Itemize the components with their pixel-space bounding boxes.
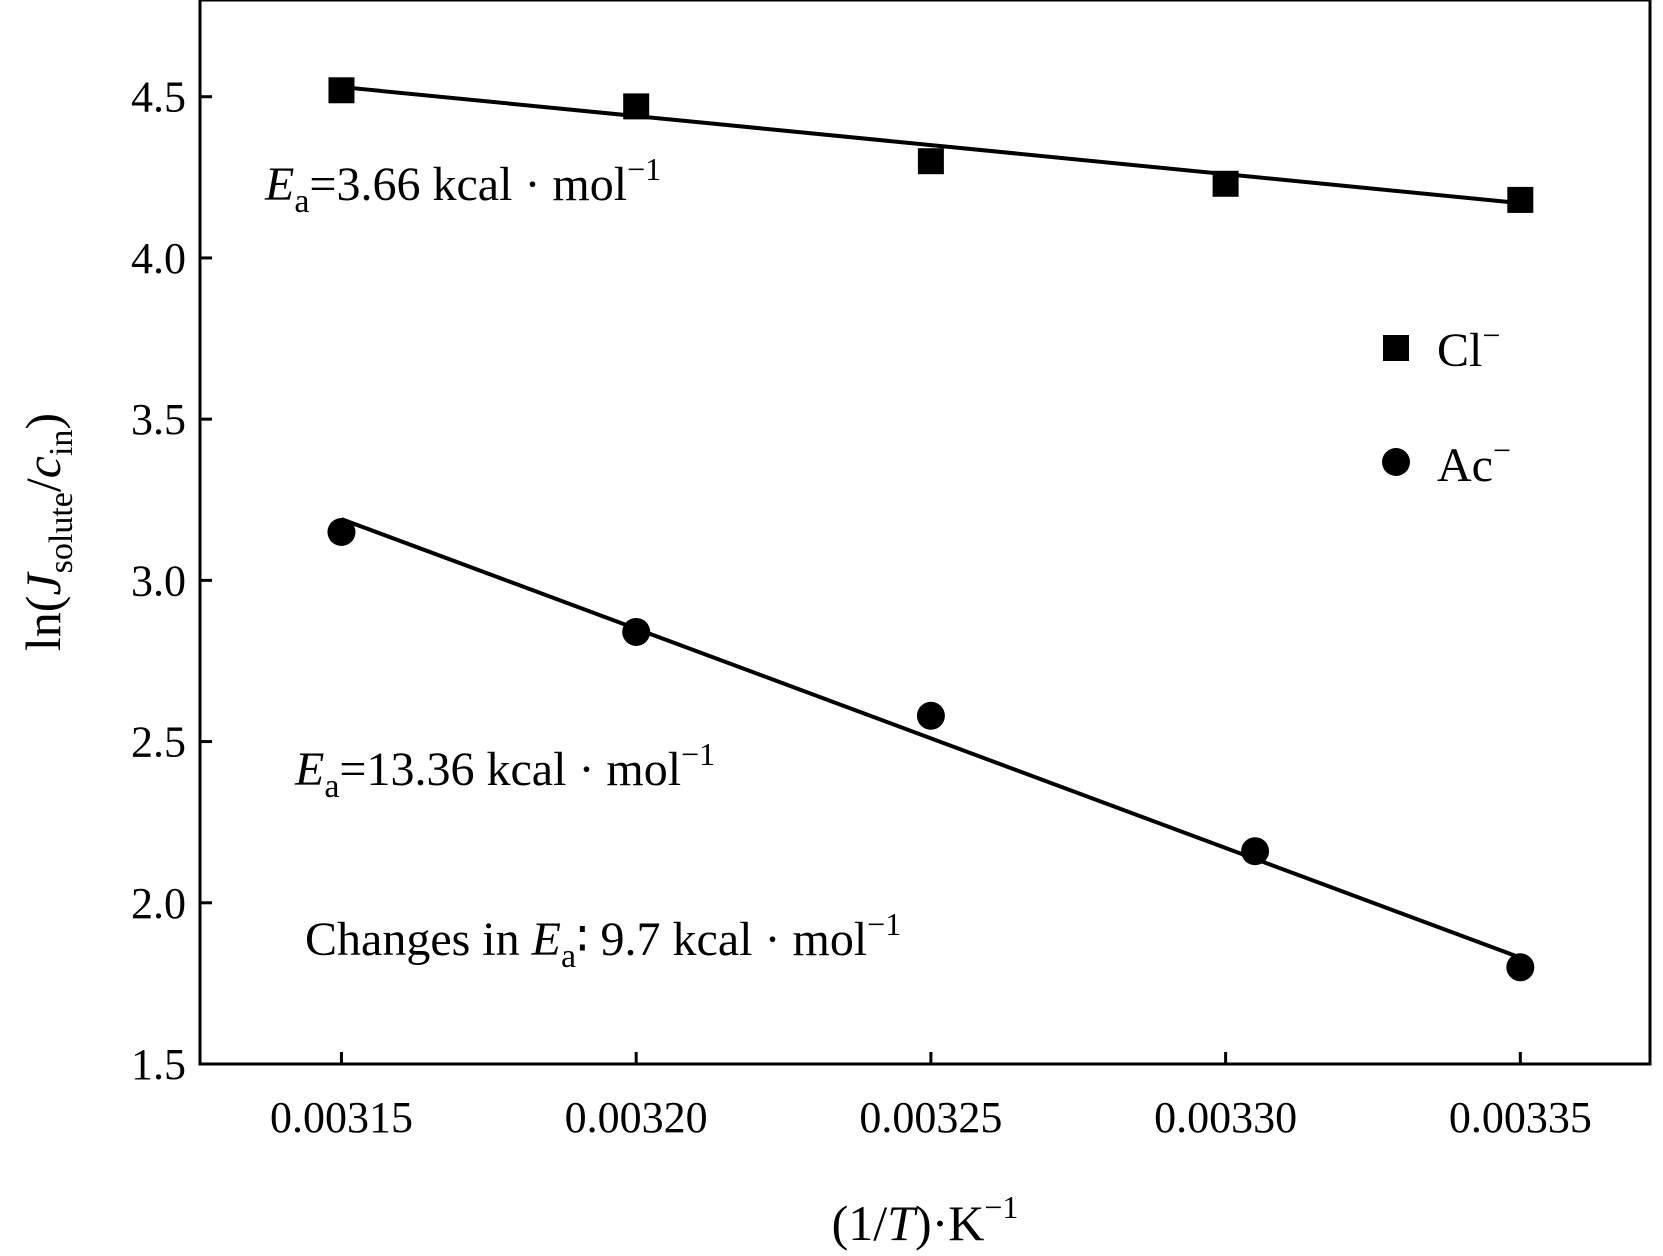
x-tick-label-1: 0.00320 — [565, 1093, 708, 1142]
x-tick-label-2: 0.00325 — [859, 1093, 1002, 1142]
fit-line-ac — [340, 517, 1522, 960]
y-tick-label-1: 2.0 — [131, 879, 186, 928]
fit-line-cl — [341, 85, 1521, 206]
y-tick-label-3: 3.0 — [131, 556, 186, 605]
point-ac-3 — [1241, 837, 1270, 866]
point-cl-1 — [623, 93, 650, 120]
point-ac-0 — [327, 518, 356, 546]
data-points — [327, 77, 1535, 982]
point-ac-2 — [916, 701, 945, 730]
point-ac-1 — [622, 617, 651, 646]
point-cl-0 — [328, 77, 355, 104]
annotation-cl-ea: Ea=3.66 kcal · mol−1 — [264, 151, 661, 220]
ticks: 0.00315 0.00320 0.00325 0.00330 0.00335 1.5 2.… — [131, 73, 1592, 1142]
y-tick-label-2: 2.5 — [131, 718, 186, 767]
annotation-ac-ea: Ea=13.36 kcal · mol−1 — [294, 736, 715, 805]
point-cl-2 — [917, 148, 944, 175]
legend-label-cl: Cl− — [1437, 317, 1500, 377]
x-tick-label-0: 0.00315 — [270, 1093, 413, 1142]
point-cl-3 — [1212, 170, 1239, 197]
legend: Cl− Ac− — [1382, 317, 1511, 492]
y-axis-title: ln(Jsolute/cin) — [15, 413, 80, 651]
x-tick-label-4: 0.00335 — [1449, 1093, 1592, 1142]
legend-marker-ac — [1382, 448, 1410, 476]
point-cl-4 — [1507, 186, 1534, 213]
y-tick-label-5: 4.0 — [131, 234, 186, 283]
legend-label-ac: Ac− — [1437, 432, 1511, 492]
annotation-ea-change: Changes in Ea∶ 9.7 kcal · mol−1 — [305, 906, 901, 975]
plot-frame — [198, 0, 1652, 1066]
x-axis-title: (1/T)·K−1 — [832, 1189, 1019, 1251]
point-ac-4 — [1506, 953, 1535, 982]
x-tick-label-3: 0.00330 — [1154, 1093, 1297, 1142]
legend-marker-cl — [1383, 335, 1409, 361]
y-tick-label-6: 4.5 — [131, 73, 186, 122]
y-tick-label-4: 3.5 — [131, 395, 186, 444]
fit-lines — [340, 85, 1522, 960]
y-tick-label-0: 1.5 — [131, 1040, 186, 1089]
